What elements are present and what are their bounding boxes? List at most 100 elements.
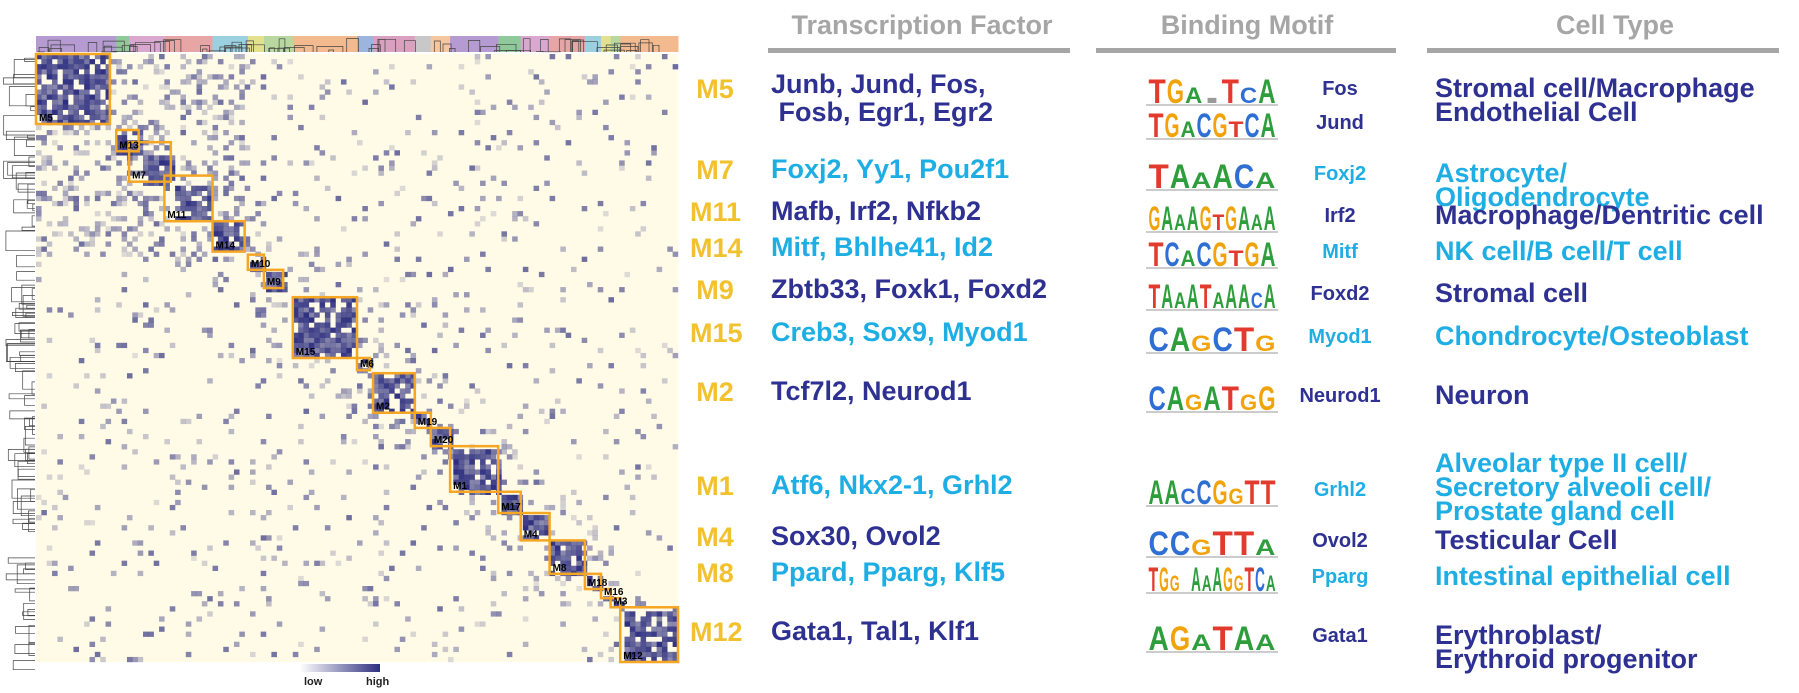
logo-letter: A [1261,236,1276,269]
tf-line: Atf6, Nkx2-1, Grhl2 [771,470,1013,500]
motif-name: Ovol2 [1312,530,1368,552]
module-label: M12 [690,617,743,647]
logo-letter: C [1165,236,1180,269]
module-box-label: M16 [604,587,624,598]
logo-letter: C [1149,525,1169,558]
cell-type-line: Alveolar type II cell/ [1435,448,1688,478]
logo-letter: T [1244,561,1254,594]
module-box-label: M1 [453,481,467,492]
tf-line: Tcf7l2, Neurod1 [771,376,972,406]
logo-letter: T [1149,158,1170,191]
cell-type-line: Macrophage/Dentritic cell [1435,200,1764,230]
motif-name: Jund [1316,112,1364,134]
module-box [448,444,500,494]
heatmap-cells [36,54,679,663]
scale-high-label: high [366,676,390,688]
logo-letter: A [1161,278,1173,311]
logo-letter: A [1149,474,1164,507]
logo-letter: A [1255,630,1275,653]
motif-name: Fos [1322,78,1358,100]
header-underline-motif [1096,48,1396,53]
module-label: M1 [696,471,734,501]
logo-letter: T [1149,236,1164,269]
logo-letter: G [1165,107,1180,140]
motif-name: Neurod1 [1299,385,1381,407]
logo-letter: A [1261,107,1276,140]
logo-letter: C [1255,561,1265,594]
logo-letter: A [1225,278,1237,311]
tf-line: Gata1, Tal1, Klf1 [771,616,980,646]
cell-type: Alveolar type II cell/Secretory alveoli … [1435,448,1711,525]
module-label: M4 [696,522,734,552]
logo-letter: A [1255,168,1275,191]
header-transcription-factor: Transcription Factor [791,10,1053,40]
logo-letter: G [1191,331,1211,354]
logo-letter: A [1170,158,1190,191]
motif-name: Myod1 [1308,326,1372,348]
logo-letter: C [1234,158,1254,191]
cell-type: Chondrocyte/Osteoblast [1435,323,1749,350]
logo-letter: C [1197,107,1212,140]
cell-type-line: Neuron [1435,380,1530,410]
module-box [519,511,551,542]
module-box-label: M17 [501,502,521,513]
tf-line: Mitf, Bhlhe41, Id2 [771,232,994,262]
transcription-factor-list: Atf6, Nkx2-1, Grhl2 [771,471,1013,499]
cell-type: Neuron [1435,380,1530,410]
logo-letter: A [1202,571,1212,594]
logo-letter: A [1187,200,1199,233]
color-scale-bar [300,664,380,672]
logo-letter: A [1258,73,1275,106]
logo-letter: A [1185,83,1202,106]
logo-letter: G [1225,200,1237,233]
transcription-factor-list: Junb, Jund, Fos, Fosb, Egr1, Egr2 [771,70,993,126]
logo-letter: A [1264,200,1276,233]
logo-letter: A [1181,246,1196,269]
module-label: M7 [696,155,734,185]
logo-letter: T [1245,474,1260,507]
logo-letter: T [1213,620,1234,653]
module-box-label: M12 [623,651,643,662]
module-box [618,606,680,664]
cell-type-line: Stromal cell/Macrophage [1435,73,1755,103]
tf-line: Junb, Jund, Fos, [771,69,986,99]
logo-letter: T [1222,380,1239,413]
logo-letter: G [1223,561,1233,594]
module-box [246,253,266,272]
tf-line: Fosb, Egr1, Egr2 [771,97,994,127]
cell-type: Testicular Cell [1435,527,1618,554]
logo-letter: G [1213,236,1228,269]
logo-letter: A [1266,571,1276,594]
logo-letter: A [1238,200,1250,233]
module-box [211,219,246,253]
logo-letter: C [1170,525,1190,558]
cell-type-line: Astrocyte/ [1435,158,1568,188]
scale-low-label: low [304,676,323,688]
module-box-label: M11 [167,210,186,221]
cell-type-line: Erythroblast/ [1435,620,1602,650]
motif-name: Grhl2 [1313,479,1367,501]
top-dendrogram [37,38,660,53]
motif-name: Foxd2 [1310,283,1370,305]
logo-letter: T [1148,73,1165,106]
logo-letter: T [1229,117,1245,140]
tf-line: Zbtb33, Foxk1, Foxd2 [771,274,1048,304]
logo-letter: A [1191,630,1211,653]
tf-line: Ppard, Pparg, Klf5 [771,557,1006,587]
cell-type: Intestinal epithelial cell [1435,563,1731,590]
module-box-label: M6 [360,359,374,370]
logo-letter: A [1251,210,1263,233]
module-label: M5 [696,74,734,104]
tf-line: Creb3, Sox9, Myod1 [771,317,1028,347]
logo-letter: C [1213,321,1233,354]
logo-letter: G [1170,620,1190,653]
